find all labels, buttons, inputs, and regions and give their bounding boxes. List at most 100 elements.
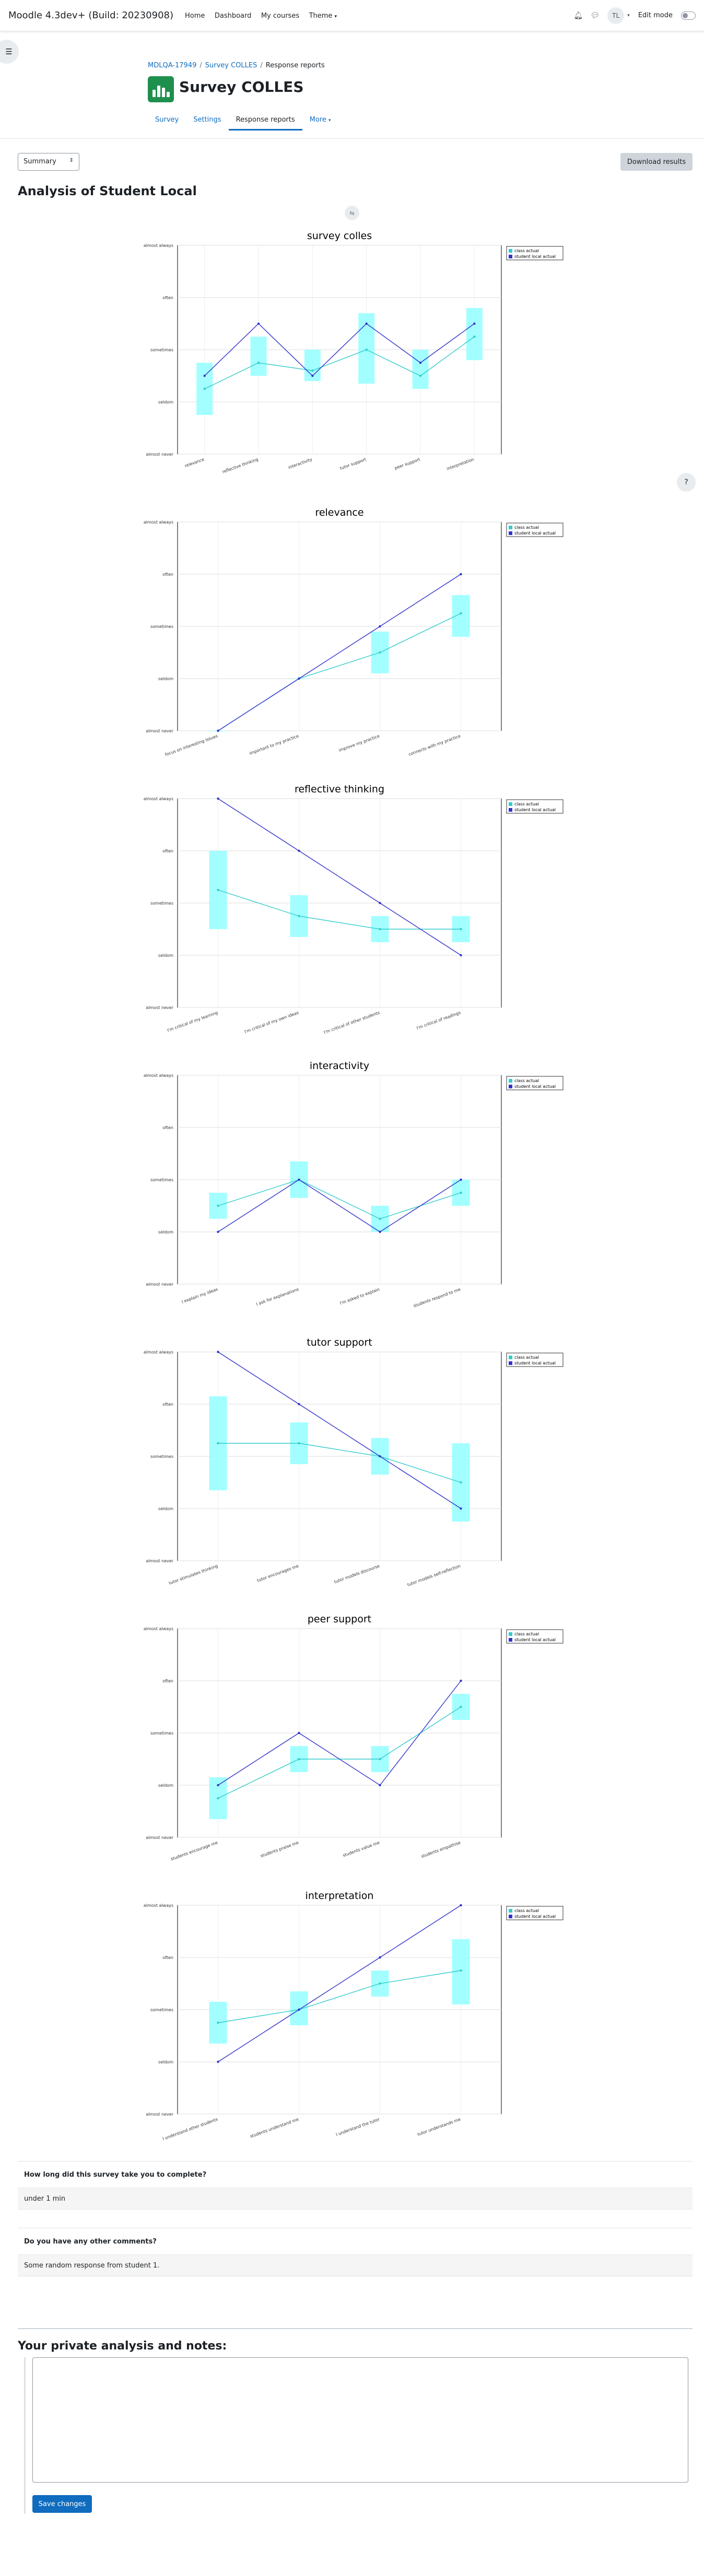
chart-title: reflective thinking	[295, 784, 384, 795]
series-point	[298, 1442, 300, 1445]
chevron-down-icon: ▾	[334, 14, 337, 19]
x-tick-label: students respond to me	[413, 1287, 461, 1308]
report-type-select[interactable]: Summary ⇕	[18, 153, 79, 171]
messages-icon[interactable]: 💬︎	[590, 11, 600, 20]
course-index-toggle[interactable]: ☰	[0, 40, 19, 64]
y-tick-label: seldom	[158, 1230, 173, 1234]
y-tick-label: sometimes	[150, 901, 173, 906]
y-tick-label: almost always	[144, 1073, 173, 1078]
series-point	[217, 729, 219, 732]
page-title: Survey COLLES	[179, 78, 304, 96]
y-tick-label: almost always	[144, 797, 173, 801]
x-tick-label: I explain my ideas	[181, 1287, 219, 1304]
series-point	[460, 1705, 462, 1708]
help-icon[interactable]: ?	[677, 473, 696, 492]
x-tick-label: I'm critical of other students	[323, 1010, 380, 1035]
series-point	[311, 369, 314, 372]
x-tick-label: improve my practice	[338, 733, 380, 753]
tab-settings[interactable]: Settings	[193, 116, 221, 124]
legend-swatch	[509, 808, 512, 812]
series-point	[217, 1204, 219, 1207]
range-box	[290, 1991, 308, 2025]
series-point	[217, 888, 219, 892]
legend-swatch	[509, 255, 512, 258]
report-type-value: Summary	[24, 158, 56, 165]
x-tick-label: connects with my practice	[408, 733, 461, 757]
legend-swatch	[509, 526, 512, 529]
series-point	[379, 1956, 381, 1959]
breadcrumb-activity[interactable]: Survey COLLES	[205, 62, 257, 69]
nav-dashboard[interactable]: Dashboard	[214, 11, 252, 20]
y-tick-label: almost never	[146, 452, 173, 457]
series-point	[298, 1731, 300, 1735]
chart-title: interactivity	[310, 1060, 369, 1072]
series-point	[419, 361, 422, 364]
legend-swatch	[509, 1638, 512, 1642]
y-tick-label: almost always	[144, 520, 173, 525]
nav-home[interactable]: Home	[185, 11, 205, 20]
user-menu-chevron-icon[interactable]: ▾	[627, 13, 630, 18]
series-point	[419, 374, 422, 377]
y-tick-label: sometimes	[150, 348, 173, 352]
series-point	[298, 915, 300, 918]
series-point	[257, 361, 260, 364]
chart-title: survey colles	[307, 230, 372, 242]
series-point	[365, 322, 368, 325]
x-tick-label: students value me	[342, 1840, 380, 1858]
chart-title: interpretation	[306, 1890, 374, 1902]
legend-label: class actual	[514, 1632, 539, 1636]
series-point	[298, 1178, 300, 1181]
graph-icon[interactable]: ⇆	[345, 206, 359, 220]
series-point	[379, 625, 381, 628]
divider	[18, 2328, 693, 2329]
user-avatar[interactable]: TL	[607, 7, 625, 24]
series-point	[460, 1904, 462, 1907]
series-point	[298, 677, 300, 680]
series-point	[379, 1982, 381, 1985]
notes-heading: Your private analysis and notes:	[18, 2340, 227, 2353]
tab-response-reports[interactable]: Response reports	[228, 111, 302, 130]
series-point	[379, 901, 381, 905]
nav-my-courses[interactable]: My courses	[261, 11, 300, 20]
x-tick-label: I understand other students	[162, 2117, 218, 2141]
chart-relevance: relevance almost never seldom sometimes ofte…	[144, 507, 564, 757]
chart-title: peer support	[308, 1613, 371, 1625]
site-brand[interactable]: Moodle 4.3dev+ (Build: 20230908)	[8, 10, 173, 21]
notification-bell-icon[interactable]: 🔔︎	[573, 11, 583, 20]
legend-box	[506, 1906, 564, 1920]
legend-label: student local actual	[514, 531, 556, 536]
x-tick-label: tutor models self-reflection	[407, 1563, 462, 1587]
chart-title: relevance	[315, 507, 363, 518]
notes-textarea[interactable]	[32, 2357, 688, 2483]
series-point	[298, 2008, 300, 2011]
breadcrumb-course[interactable]: MDLQA-17949	[148, 62, 197, 69]
x-tick-label: I'm critical of readings	[416, 1010, 461, 1030]
legend-swatch	[509, 802, 512, 806]
legend-label: class actual	[514, 248, 539, 253]
legend-label: student local actual	[514, 254, 556, 259]
series-point	[203, 374, 206, 377]
nav-theme[interactable]: Theme ▾	[309, 12, 337, 20]
y-tick-label: seldom	[158, 2060, 173, 2064]
series-point	[460, 928, 462, 931]
y-tick-label: almost never	[146, 1559, 173, 1563]
edit-mode-label: Edit mode	[638, 11, 673, 19]
tab-more[interactable]: More ▾	[302, 111, 338, 130]
series-point	[217, 1784, 219, 1787]
legend-swatch	[509, 1909, 512, 1913]
tab-survey[interactable]: Survey	[155, 116, 179, 124]
save-changes-button[interactable]: Save changes	[32, 2495, 92, 2513]
notes-indent-bar	[24, 2357, 26, 2514]
series-point	[460, 954, 462, 957]
x-tick-label: I'm critical of my own ideas	[244, 1010, 299, 1034]
series-point	[460, 612, 462, 615]
secondary-navigation: Survey Settings Response reports More ▾	[148, 111, 338, 130]
y-tick-label: seldom	[158, 953, 173, 958]
legend-swatch	[509, 531, 512, 535]
download-results-button[interactable]: Download results	[620, 153, 693, 171]
series-line	[204, 336, 475, 389]
series-point	[379, 1784, 381, 1787]
edit-mode-toggle[interactable]	[681, 11, 696, 20]
series-point	[217, 2060, 219, 2063]
x-tick-label: students encourage me	[170, 1840, 219, 1861]
